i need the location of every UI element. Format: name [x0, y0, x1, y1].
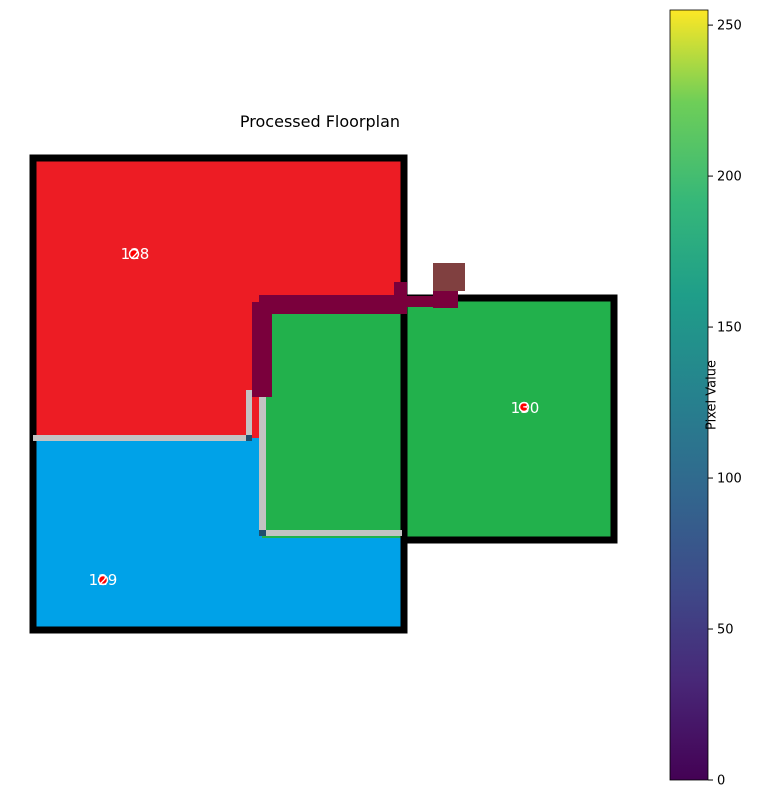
room-130-fill [262, 298, 614, 538]
room-130-label: 130 [511, 399, 540, 417]
colorbar-tick-label: 150 [717, 321, 742, 336]
wall-junction-mark [259, 530, 266, 536]
room-129-centroid [97, 574, 109, 586]
outer-walls [29, 154, 618, 634]
colorbar-tick-label: 0 [717, 774, 725, 789]
colorbar-tick-label: 200 [717, 170, 742, 185]
room-129-label: 129 [89, 571, 118, 589]
room-128-centroid [128, 248, 140, 260]
colorbar-gradient [669, 9, 709, 781]
wall-junction-mark [246, 435, 252, 441]
room-128-label: 128 [121, 245, 150, 263]
door-openings [252, 282, 458, 397]
stair-block [433, 263, 465, 291]
colorbar-label: Pixel Value [704, 360, 720, 430]
colorbar-tick-label: 100 [717, 472, 742, 487]
interior-walls [33, 390, 402, 536]
colorbar-ticks: 0 50 100 150 200 250 [708, 19, 742, 789]
figure-title: Processed Floorplan [239, 112, 401, 131]
room-130-centroid [518, 401, 530, 413]
colorbar-tick-label: 250 [717, 19, 742, 34]
colorbar-tick-label: 50 [717, 623, 734, 638]
